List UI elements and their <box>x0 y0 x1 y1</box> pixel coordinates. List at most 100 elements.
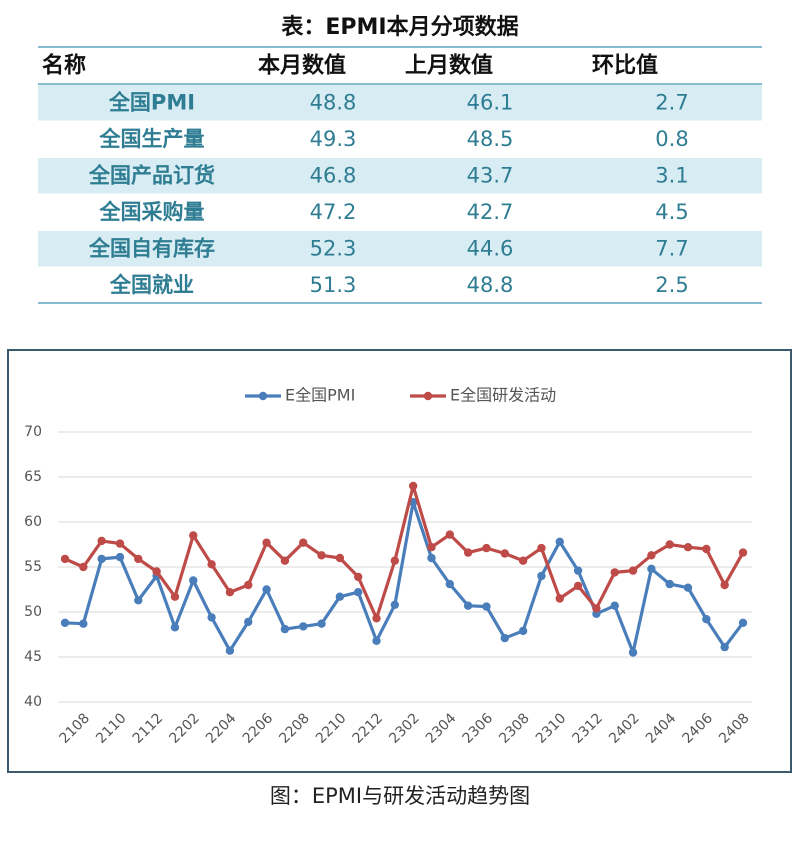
table-cell: 46.1 <box>467 90 514 114</box>
data-point <box>97 536 106 546</box>
data-point <box>647 564 656 573</box>
data-point <box>170 623 180 632</box>
table-cell: 3.1 <box>655 163 688 187</box>
data-point <box>555 594 564 603</box>
data-point <box>683 543 693 552</box>
table-row-band <box>38 231 762 267</box>
legend-swatch-marker <box>423 391 433 401</box>
data-point <box>317 619 326 628</box>
y-tick-label: 55 <box>24 559 42 575</box>
data-point <box>115 539 125 548</box>
table-cell: 7.7 <box>655 236 688 260</box>
data-point <box>427 553 436 563</box>
data-point <box>244 617 253 627</box>
data-point <box>610 601 619 610</box>
chart-caption: 图：EPMI与研发活动趋势图 <box>270 784 530 808</box>
table-row-name: 全国生产量 <box>99 127 205 151</box>
legend-label: E全国研发活动 <box>450 386 556 405</box>
data-point <box>152 567 161 576</box>
data-point <box>518 556 528 565</box>
table-row-name: 全国产品订货 <box>88 163 215 187</box>
table-row-band <box>38 85 762 121</box>
data-point <box>683 583 693 592</box>
y-tick-label: 45 <box>24 649 42 665</box>
table-cell: 48.8 <box>467 273 514 297</box>
table-header-cell: 环比值 <box>592 53 658 79</box>
data-point <box>702 544 711 554</box>
data-point <box>427 543 436 552</box>
table-cell: 52.3 <box>310 236 357 260</box>
data-point <box>244 580 253 590</box>
data-point <box>702 615 711 624</box>
data-point <box>537 543 546 553</box>
data-point <box>500 549 509 558</box>
y-tick-label: 60 <box>24 514 42 530</box>
data-point <box>372 636 381 645</box>
table-cell: 51.3 <box>310 273 357 297</box>
table-cell: 2.5 <box>655 273 688 297</box>
data-point <box>482 543 491 553</box>
data-point <box>262 538 271 547</box>
data-point <box>555 537 564 546</box>
data-point <box>390 600 400 609</box>
y-tick-label: 50 <box>24 604 42 620</box>
table-header-cell: 名称 <box>42 53 86 79</box>
data-point <box>738 548 748 557</box>
data-point <box>372 614 381 623</box>
y-tick-label: 65 <box>24 469 42 485</box>
data-point <box>537 571 546 581</box>
data-point <box>573 566 583 575</box>
data-point <box>353 572 363 582</box>
data-point <box>628 648 638 657</box>
table-header-cell: 上月数值 <box>405 53 493 79</box>
data-point <box>280 556 290 565</box>
table-cell: 42.7 <box>467 200 514 224</box>
data-point <box>353 588 363 597</box>
table-cell: 46.8 <box>310 163 357 187</box>
data-point <box>463 601 473 610</box>
data-point <box>720 642 729 652</box>
table-cell: 4.5 <box>655 200 688 224</box>
table-header-cell: 本月数值 <box>258 53 346 79</box>
table-cell: 2.7 <box>655 90 688 114</box>
data-point <box>225 588 235 597</box>
legend-label: E全国PMI <box>285 386 355 405</box>
data-point <box>170 592 180 601</box>
chart-frame <box>7 349 792 773</box>
data-point <box>335 553 345 563</box>
table-row-name: 全国采购量 <box>99 200 205 224</box>
data-point <box>390 556 400 565</box>
table-cell: 44.6 <box>467 236 514 260</box>
data-point <box>299 538 308 547</box>
data-point <box>518 626 528 636</box>
series-line <box>64 500 745 655</box>
table-cell: 47.2 <box>310 200 357 224</box>
data-point <box>207 613 216 622</box>
data-point <box>60 618 70 627</box>
data-point <box>134 596 143 605</box>
data-point <box>482 602 491 611</box>
data-point <box>665 579 674 589</box>
data-point <box>317 551 326 560</box>
legend-swatch-marker <box>258 391 268 401</box>
data-point <box>299 622 308 631</box>
data-point <box>610 568 619 577</box>
table-cell: 48.8 <box>310 90 357 114</box>
data-point <box>189 576 198 585</box>
table-cell: 48.5 <box>467 127 514 151</box>
table-row-name: 全国PMI <box>108 90 195 114</box>
data-point <box>738 618 748 627</box>
data-point <box>79 619 88 628</box>
data-point <box>463 548 473 557</box>
y-tick-label: 40 <box>24 694 42 710</box>
data-point <box>445 579 455 589</box>
data-point <box>500 633 509 643</box>
table-title: 表：EPMI本月分项数据 <box>281 14 518 40</box>
data-point <box>592 604 601 613</box>
data-point <box>720 580 729 590</box>
y-tick-label: 70 <box>24 424 42 440</box>
data-point <box>647 551 656 560</box>
data-point <box>262 585 271 594</box>
